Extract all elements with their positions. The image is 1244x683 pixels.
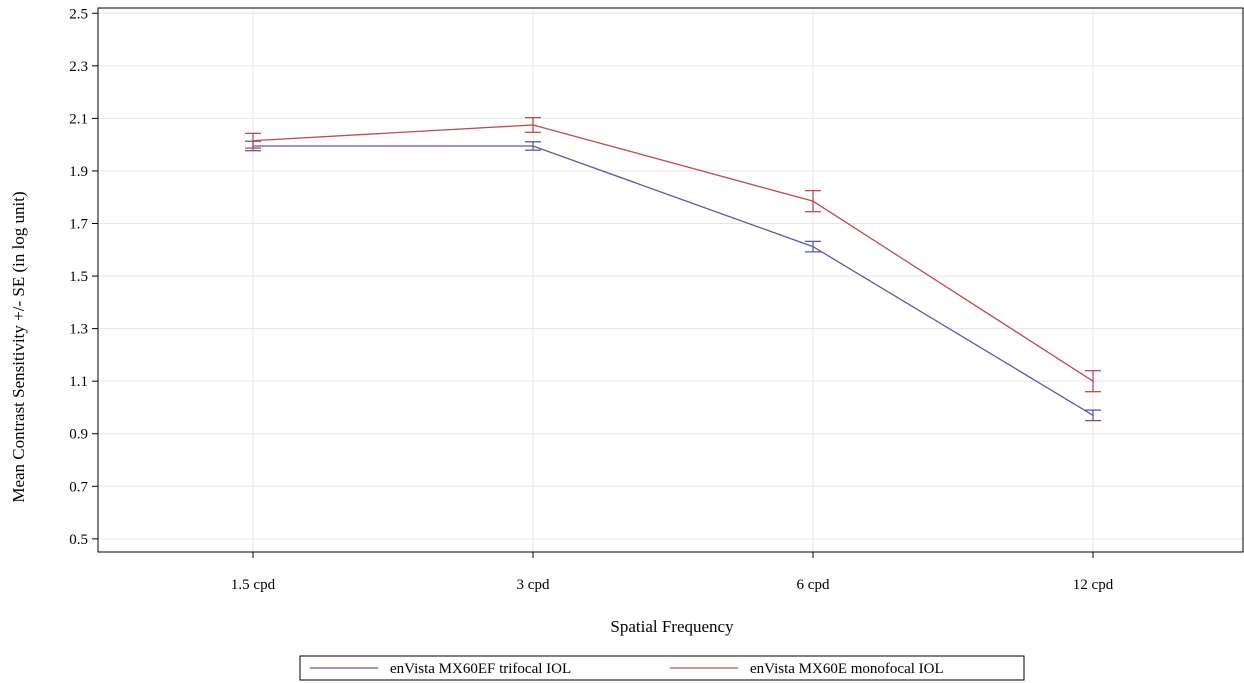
x-tick-label: 6 cpd [797,577,830,593]
legend-label: enVista MX60EF trifocal IOL [390,661,571,677]
y-tick-label: 2.5 [69,6,88,22]
legend: enVista MX60EF trifocal IOL enVista MX60E… [299,655,1025,681]
x-tick-label: 12 cpd [1073,577,1114,593]
legend-label: enVista MX60E monofocal IOL [750,661,944,677]
plot-frame [97,7,1244,553]
x-axis-title: Spatial Frequency [610,617,734,636]
y-tick-label: 1.9 [69,164,88,180]
legend-box [299,655,1025,681]
y-tick-label: 1.7 [69,216,88,232]
x-tick-label: 3 cpd [517,577,550,593]
series-line [252,124,1094,382]
y-tick-label: 2.1 [69,111,88,127]
error-bar [525,141,541,151]
error-bar [1085,370,1101,393]
y-tick-label: 2.3 [69,59,88,75]
error-bar [1085,409,1101,422]
grid [98,8,1244,552]
series-line [253,145,1094,416]
y-tick-label: 0.5 [69,532,88,548]
error-bar [245,132,261,149]
x-tick-label: 1.5 cpd [231,577,276,593]
x-axis: 1.5 cpd 3 cpd 6 cpd 12 cpd [231,552,1114,593]
error-bar [525,116,541,133]
error-bar [805,240,821,253]
y-tick-label: 1.3 [69,322,88,338]
y-axis: 0.5 0.7 0.9 1.1 1.3 1.5 1.7 1.9 2.1 2.3 2.5 [69,6,98,548]
y-tick-label: 1.5 [69,269,88,285]
y-tick-label: 0.9 [69,427,88,443]
series [245,116,1101,422]
y-axis-title: Mean Contrast Sensitivity +/- SE (in log… [9,191,28,502]
y-tick-label: 1.1 [69,374,88,390]
y-tick-label: 0.7 [69,479,88,495]
error-bar [805,189,821,213]
